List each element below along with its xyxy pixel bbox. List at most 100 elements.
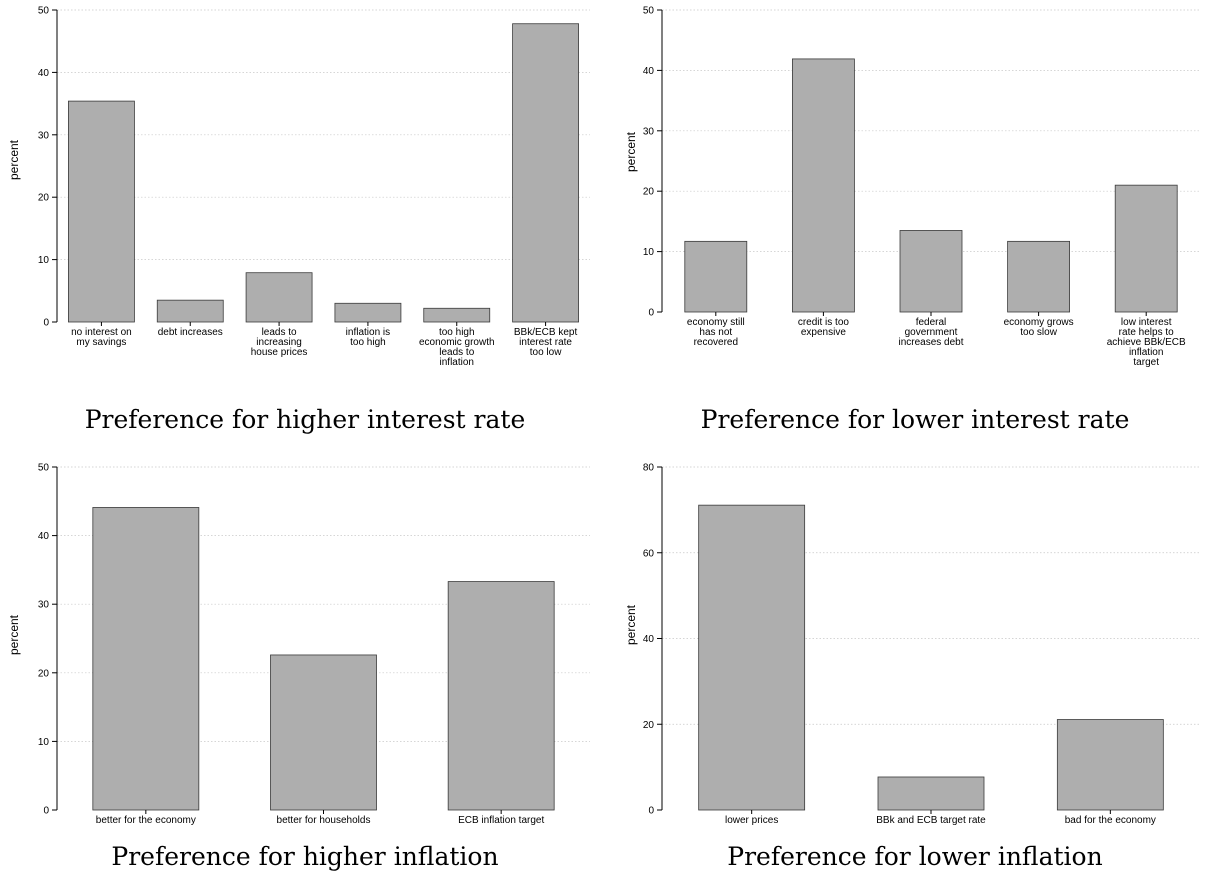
bar	[270, 654, 377, 811]
x-category-label: federal government increases debt	[898, 317, 963, 348]
y-tick-label: 50	[38, 6, 50, 17]
x-category-label-line: recovered	[694, 337, 738, 348]
x-category-label-line: increases debt	[898, 337, 963, 348]
y-axis-label: percent	[7, 614, 21, 655]
bar	[245, 272, 313, 323]
y-tick-label: 0	[43, 806, 49, 817]
x-category-label-line: BBk/ECB kept	[514, 327, 578, 338]
x-category-label-line: no interest on	[71, 327, 132, 338]
x-category-label-line: too slow	[1020, 327, 1057, 338]
x-category-label: no interest on my savings	[71, 327, 132, 348]
chart-panel-lower-interest-rate: 0 10 20 30 40 50 percent economy still has not re…	[610, 0, 1220, 445]
chart-caption: Preference for higher inflation	[111, 842, 499, 871]
x-category-label-line: has not	[699, 327, 732, 338]
bar	[512, 23, 579, 323]
bar	[92, 507, 200, 811]
x-category-label: economy still has not recovered	[687, 317, 745, 348]
x-category-label-line: inflation	[440, 357, 474, 368]
x-category-label: BBk/ECB kept interest rate too low	[514, 327, 578, 358]
x-category-label: leads to increasing house prices	[251, 327, 308, 358]
x-category-label-line: low interest	[1121, 317, 1172, 328]
chart-svg: 0 10 20 30 40 50 percent no interest on my savin…	[7, 6, 590, 368]
x-category-label-line: rate helps to	[1119, 327, 1174, 338]
x-category-label-line: debt increases	[158, 327, 223, 338]
x-category-label-line: federal	[916, 317, 947, 328]
y-tick-label: 20	[38, 193, 50, 204]
x-category-label-line: bad for the economy	[1065, 815, 1156, 826]
y-tick-label: 50	[38, 463, 50, 474]
x-category-label: ECB inflation target	[458, 815, 544, 826]
y-tick-label: 40	[38, 68, 50, 79]
x-category-label-line: inflation	[1129, 347, 1163, 358]
bar	[1056, 719, 1164, 811]
bar	[334, 302, 402, 323]
x-category-label-line: better for households	[277, 815, 371, 826]
bar	[899, 230, 963, 313]
y-tick-label: 30	[38, 600, 50, 611]
y-tick-label: 30	[643, 126, 655, 137]
x-category-label-line: better for the economy	[96, 815, 196, 826]
y-tick-label: 40	[38, 531, 50, 542]
bar	[68, 100, 135, 323]
y-tick-label: 10	[643, 247, 655, 258]
x-category-label-line: interest rate	[519, 337, 572, 348]
x-category-label-line: credit is too	[798, 317, 850, 328]
bar	[698, 504, 806, 811]
x-category-label-line: too high	[439, 327, 475, 338]
chart-caption: Preference for lower interest rate	[700, 405, 1130, 434]
x-category-label: low interest rate helps to achieve BBk/ECB…	[1107, 317, 1186, 368]
chart-svg: 0 10 20 30 40 50 percent better for the economy…	[7, 463, 590, 826]
x-category-label-line: increasing	[256, 337, 302, 348]
bar	[423, 307, 491, 323]
y-tick-label: 40	[643, 66, 655, 77]
bar	[1007, 240, 1071, 313]
x-category-label-line: economic growth	[419, 337, 495, 348]
y-tick-label: 0	[43, 318, 49, 329]
y-tick-label: 50	[643, 6, 655, 17]
chart-caption: Preference for higher interest rate	[84, 405, 526, 434]
x-category-label-line: leads to	[439, 347, 474, 358]
y-tick-label: 20	[643, 187, 655, 198]
x-category-label: bad for the economy	[1065, 815, 1156, 826]
x-category-label-line: my savings	[76, 337, 126, 348]
x-category-label-line: too low	[530, 347, 562, 358]
bar	[156, 299, 224, 323]
y-tick-label: 0	[648, 308, 654, 319]
y-tick-label: 30	[38, 130, 50, 141]
x-category-label-line: target	[1133, 357, 1159, 368]
x-category-label-line: achieve BBk/ECB	[1107, 337, 1186, 348]
y-tick-label: 80	[643, 463, 655, 474]
y-tick-label: 20	[643, 720, 655, 731]
y-axis-label: percent	[624, 604, 638, 645]
chart-svg: 0 10 20 30 40 50 percent economy still has not re…	[624, 6, 1200, 368]
x-category-label-line: BBk and ECB target rate	[876, 815, 986, 826]
chart-panel-higher-interest-rate: 0 10 20 30 40 50 percent no interest on my savin…	[0, 0, 610, 445]
x-category-label: BBk and ECB target rate	[876, 815, 986, 826]
bar	[1114, 184, 1178, 313]
bar	[791, 58, 855, 313]
x-category-label: better for the economy	[96, 815, 196, 826]
chart-panel-higher-inflation: 0 10 20 30 40 50 percent better for the economy…	[0, 445, 610, 890]
x-category-label-line: economy still	[687, 317, 745, 328]
chart-caption: Preference for lower inflation	[727, 842, 1103, 871]
x-category-label: economy grows too slow	[1004, 317, 1074, 338]
x-category-label-line: house prices	[251, 347, 308, 358]
x-category-label-line: inflation is	[346, 327, 390, 338]
chart-svg: 0 20 40 60 80 percent lower prices BBk and ECB …	[624, 463, 1200, 826]
x-category-label-line: leads to	[262, 327, 297, 338]
y-tick-label: 0	[648, 806, 654, 817]
x-category-label: inflation is too high	[346, 327, 390, 348]
y-tick-label: 40	[643, 634, 655, 645]
y-axis-label: percent	[7, 139, 21, 180]
x-category-label: too high economic growth leads to inflation	[419, 327, 495, 368]
x-category-label: debt increases	[158, 327, 223, 338]
y-tick-label: 60	[643, 548, 655, 559]
y-tick-label: 10	[38, 737, 50, 748]
bar	[684, 240, 748, 313]
x-category-label-line: expensive	[801, 327, 846, 338]
bar	[447, 581, 555, 811]
x-category-label-line: ECB inflation target	[458, 815, 544, 826]
x-category-label-line: too high	[350, 337, 386, 348]
bar	[877, 776, 985, 811]
y-tick-label: 20	[38, 668, 50, 679]
